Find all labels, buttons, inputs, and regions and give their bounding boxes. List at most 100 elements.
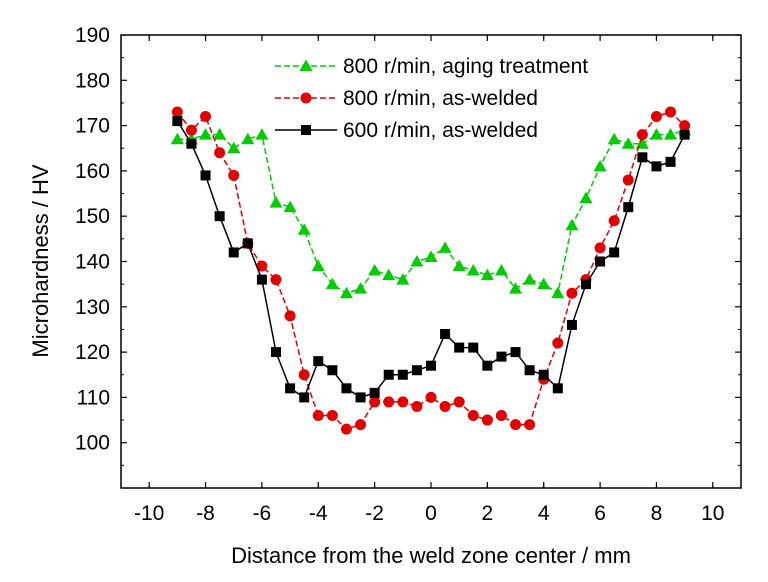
- series-square: [172, 116, 690, 403]
- y-tick-label: 190: [75, 24, 110, 47]
- data-point: [595, 256, 606, 267]
- data-point: [636, 129, 648, 141]
- data-point: [537, 277, 551, 290]
- data-point: [608, 215, 620, 227]
- data-point: [341, 383, 352, 394]
- data-point: [524, 365, 535, 376]
- data-point: [481, 414, 493, 426]
- data-point: [396, 273, 410, 285]
- data-point: [411, 400, 423, 412]
- data-point: [255, 128, 269, 140]
- data-point: [340, 423, 352, 435]
- data-point: [622, 174, 634, 186]
- data-point: [593, 159, 607, 172]
- data-point: [227, 141, 241, 154]
- data-point: [354, 282, 368, 294]
- y-tick-label: 120: [75, 341, 110, 364]
- x-tick-label: 4: [538, 502, 550, 525]
- data-point: [637, 152, 648, 163]
- y-tick-label: 140: [75, 251, 110, 274]
- data-point: [228, 169, 240, 181]
- data-point: [171, 106, 183, 118]
- data-point: [609, 247, 620, 258]
- data-point: [565, 218, 579, 231]
- data-point: [185, 124, 197, 136]
- data-point: [482, 360, 493, 371]
- data-point: [410, 255, 424, 267]
- data-point: [649, 128, 663, 140]
- y-tick-label: 170: [75, 115, 110, 138]
- data-point: [369, 396, 381, 408]
- data-point: [425, 391, 437, 403]
- data-point: [496, 351, 507, 362]
- data-point: [467, 410, 479, 422]
- legend-label: 800 r/min, as-welded: [343, 87, 538, 110]
- data-point: [285, 383, 296, 394]
- data-point: [186, 138, 197, 149]
- data-point: [325, 277, 339, 290]
- data-point: [551, 286, 565, 299]
- data-point: [284, 310, 296, 322]
- legend-marker: [299, 59, 313, 71]
- data-point: [355, 419, 367, 431]
- data-point: [466, 264, 480, 276]
- data-point: [170, 132, 184, 145]
- y-tick-label: 160: [75, 160, 110, 183]
- x-tick-label: -10: [134, 502, 164, 525]
- data-point: [199, 128, 213, 140]
- y-tick-label: 180: [75, 69, 110, 92]
- data-point: [424, 250, 438, 262]
- legend-item: 800 r/min, aging treatment: [275, 55, 588, 78]
- data-point: [438, 241, 452, 253]
- legend-marker: [301, 125, 311, 135]
- series-line: [177, 129, 685, 295]
- data-point: [665, 106, 677, 118]
- data-point: [313, 356, 324, 367]
- data-point: [440, 328, 451, 339]
- data-point: [426, 360, 436, 371]
- data-point: [524, 419, 536, 431]
- x-tick-label: 8: [651, 502, 663, 525]
- data-point: [270, 274, 282, 286]
- x-tick-label: 0: [425, 502, 437, 525]
- data-point: [383, 396, 395, 408]
- data-point: [579, 191, 593, 204]
- data-point: [327, 365, 338, 376]
- legend-label: 600 r/min, as-welded: [343, 119, 538, 142]
- data-point: [621, 137, 635, 149]
- data-point: [242, 238, 253, 249]
- data-point: [172, 116, 183, 127]
- data-point: [623, 202, 634, 213]
- data-point: [228, 247, 239, 258]
- data-point: [397, 396, 409, 408]
- data-point: [297, 223, 311, 235]
- data-point: [298, 369, 310, 381]
- data-point: [269, 196, 283, 208]
- x-tick-label: 10: [701, 502, 724, 525]
- data-point: [283, 200, 297, 213]
- data-point: [607, 132, 621, 145]
- data-point: [256, 274, 267, 285]
- data-point: [523, 273, 537, 285]
- data-point: [452, 259, 466, 272]
- data-point: [566, 319, 577, 330]
- data-point: [382, 268, 396, 281]
- x-tick-label: 2: [482, 502, 494, 525]
- data-point: [453, 396, 465, 408]
- data-point: [339, 286, 353, 299]
- data-point: [594, 242, 606, 254]
- data-point: [383, 369, 394, 380]
- series-circle: [171, 106, 691, 435]
- series-triangle: [170, 123, 692, 299]
- x-tick-label: -2: [365, 502, 384, 525]
- data-point: [494, 264, 508, 276]
- x-tick-label: -8: [196, 502, 215, 525]
- x-tick-label: -4: [309, 502, 328, 525]
- data-point: [510, 419, 522, 431]
- data-point: [651, 161, 662, 172]
- data-point: [200, 111, 212, 123]
- data-point: [311, 259, 325, 272]
- data-point: [200, 170, 211, 181]
- y-tick-label: 130: [75, 296, 110, 319]
